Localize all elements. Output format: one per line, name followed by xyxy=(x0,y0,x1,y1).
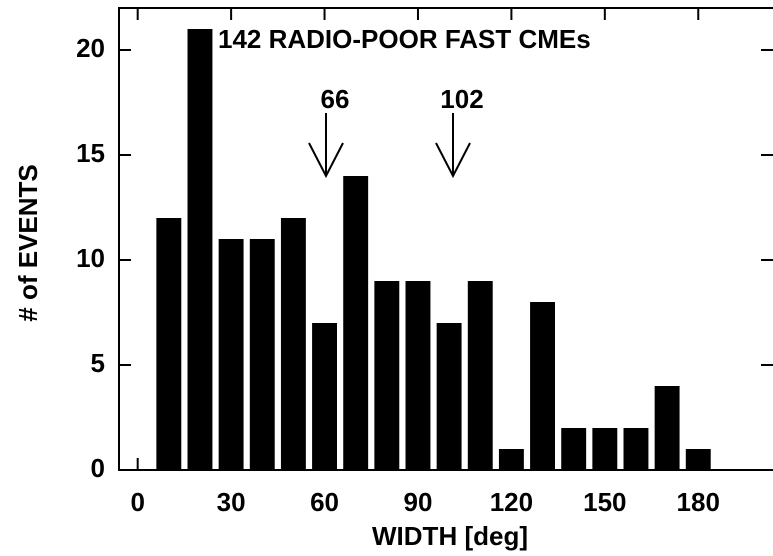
x-tick-label: 180 xyxy=(677,487,720,517)
annotation: 102 xyxy=(440,84,483,114)
y-tick-label: 10 xyxy=(76,243,105,273)
y-tick-label: 5 xyxy=(91,348,105,378)
bar xyxy=(654,386,680,470)
bar xyxy=(467,281,493,470)
x-tick-label: 120 xyxy=(490,487,533,517)
bar xyxy=(405,281,431,470)
y-tick-label: 20 xyxy=(76,33,105,63)
bar xyxy=(343,176,369,470)
x-tick-label: 0 xyxy=(130,487,144,517)
x-axis-label: WIDTH [deg] xyxy=(372,521,528,551)
y-axis-label: # of EVENTS xyxy=(13,164,43,321)
annotation: 66 xyxy=(321,84,350,114)
chart-title: 142 RADIO-POOR FAST CMEs xyxy=(218,24,591,54)
arrow-head xyxy=(435,142,471,179)
arrow-head xyxy=(308,142,344,179)
bar xyxy=(156,218,182,470)
x-tick-label: 30 xyxy=(217,487,246,517)
bar xyxy=(187,29,213,470)
bar xyxy=(436,323,462,470)
x-tick-label: 150 xyxy=(583,487,626,517)
bar xyxy=(249,239,275,470)
annotation-arrows xyxy=(308,113,471,179)
x-tick-label: 90 xyxy=(404,487,433,517)
bar xyxy=(561,428,587,470)
bar xyxy=(280,218,306,470)
y-tick-label: 0 xyxy=(91,453,105,483)
bar xyxy=(312,323,337,470)
bar xyxy=(374,281,400,470)
x-tick-label: 60 xyxy=(310,487,339,517)
bar xyxy=(218,239,244,470)
y-tick-label: 15 xyxy=(76,138,105,168)
bar xyxy=(623,428,649,470)
bar xyxy=(530,302,555,470)
